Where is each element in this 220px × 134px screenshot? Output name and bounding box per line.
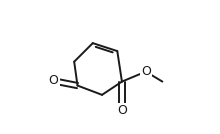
Text: O: O	[141, 65, 151, 78]
Text: O: O	[49, 74, 59, 87]
Text: O: O	[117, 104, 127, 117]
